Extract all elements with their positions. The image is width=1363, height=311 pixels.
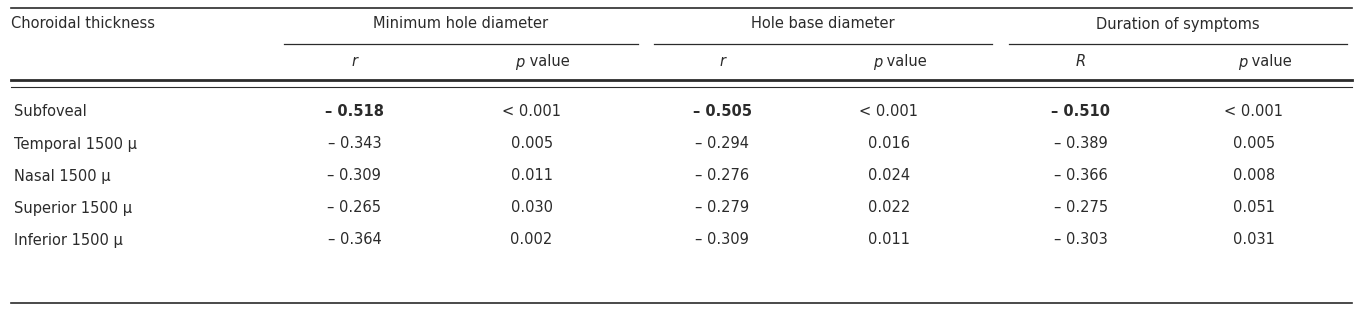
Text: 0.022: 0.022 bbox=[868, 201, 909, 216]
Text: 0.008: 0.008 bbox=[1234, 169, 1274, 183]
Text: – 0.366: – 0.366 bbox=[1054, 169, 1108, 183]
Text: – 0.303: – 0.303 bbox=[1054, 233, 1108, 248]
Text: – 0.279: – 0.279 bbox=[695, 201, 750, 216]
Text: 0.024: 0.024 bbox=[868, 169, 909, 183]
Text: Superior 1500 μ: Superior 1500 μ bbox=[14, 201, 132, 216]
Text: Temporal 1500 μ: Temporal 1500 μ bbox=[14, 137, 136, 151]
Text: p: p bbox=[1238, 54, 1247, 69]
Text: value: value bbox=[1247, 54, 1292, 69]
Text: < 0.001: < 0.001 bbox=[502, 104, 562, 119]
Text: – 0.265: – 0.265 bbox=[327, 201, 382, 216]
Text: – 0.309: – 0.309 bbox=[695, 233, 750, 248]
Text: – 0.518: – 0.518 bbox=[324, 104, 384, 119]
Text: 0.031: 0.031 bbox=[1234, 233, 1274, 248]
Text: 0.005: 0.005 bbox=[511, 137, 552, 151]
Text: < 0.001: < 0.001 bbox=[859, 104, 919, 119]
Text: – 0.510: – 0.510 bbox=[1051, 104, 1111, 119]
Text: p: p bbox=[515, 54, 525, 69]
Text: Inferior 1500 μ: Inferior 1500 μ bbox=[14, 233, 123, 248]
Text: – 0.389: – 0.389 bbox=[1054, 137, 1108, 151]
Text: R: R bbox=[1075, 54, 1086, 69]
Text: 0.011: 0.011 bbox=[511, 169, 552, 183]
Text: Choroidal thickness: Choroidal thickness bbox=[11, 16, 155, 31]
Text: – 0.294: – 0.294 bbox=[695, 137, 750, 151]
Text: – 0.275: – 0.275 bbox=[1054, 201, 1108, 216]
Text: 0.030: 0.030 bbox=[511, 201, 552, 216]
Text: < 0.001: < 0.001 bbox=[1224, 104, 1284, 119]
Text: r: r bbox=[720, 54, 725, 69]
Text: 0.051: 0.051 bbox=[1234, 201, 1274, 216]
Text: Hole base diameter: Hole base diameter bbox=[751, 16, 895, 31]
Text: – 0.343: – 0.343 bbox=[327, 137, 382, 151]
Text: 0.011: 0.011 bbox=[868, 233, 909, 248]
Text: p: p bbox=[872, 54, 882, 69]
Text: Duration of symptoms: Duration of symptoms bbox=[1096, 16, 1259, 31]
Text: – 0.364: – 0.364 bbox=[327, 233, 382, 248]
Text: 0.002: 0.002 bbox=[511, 233, 552, 248]
Text: Minimum hole diameter: Minimum hole diameter bbox=[373, 16, 548, 31]
Text: value: value bbox=[525, 54, 570, 69]
Text: Nasal 1500 μ: Nasal 1500 μ bbox=[14, 169, 110, 183]
Text: – 0.276: – 0.276 bbox=[695, 169, 750, 183]
Text: – 0.505: – 0.505 bbox=[692, 104, 752, 119]
Text: r: r bbox=[352, 54, 357, 69]
Text: 0.005: 0.005 bbox=[1234, 137, 1274, 151]
Text: 0.016: 0.016 bbox=[868, 137, 909, 151]
Text: Subfoveal: Subfoveal bbox=[14, 104, 86, 119]
Text: – 0.309: – 0.309 bbox=[327, 169, 382, 183]
Text: value: value bbox=[882, 54, 927, 69]
